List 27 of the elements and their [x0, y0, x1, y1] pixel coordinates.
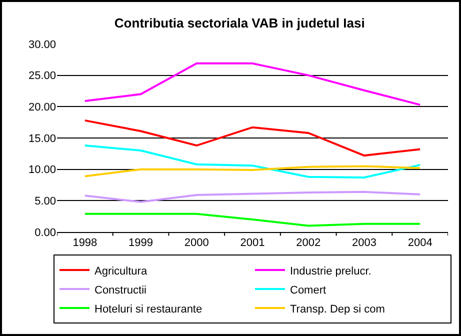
- line-series: [84, 119, 422, 157]
- line-series: [84, 190, 422, 203]
- x-tick-label: 2004: [408, 237, 432, 250]
- y-tick-label: 15.00: [28, 132, 56, 145]
- x-tick-label: 2001: [240, 237, 265, 250]
- line-series: [84, 144, 422, 178]
- y-tick-label: 25.00: [28, 70, 56, 82]
- line-series: [84, 62, 422, 106]
- legend-label: Constructii: [94, 284, 146, 296]
- y-tick-label: 5.00: [34, 196, 56, 208]
- legend-label: Industrie prelucr.: [290, 265, 372, 278]
- legend-label: Comert: [290, 284, 326, 296]
- x-tick-label: 2000: [184, 237, 209, 250]
- chart-title: Contributia sectoriala VAB in judetul Iasi: [114, 16, 365, 31]
- y-tick-label: 20.00: [28, 102, 56, 114]
- line-series: [84, 212, 422, 227]
- x-tick-label: 1999: [128, 237, 154, 250]
- legend-label: Transp. Dep si com: [290, 303, 385, 316]
- y-tick-label: 0.00: [34, 226, 56, 239]
- x-tick-label: 1998: [72, 237, 98, 250]
- line-series: [84, 165, 422, 178]
- y-tick-label: 10.00: [28, 164, 56, 176]
- x-tick-label: 2002: [296, 237, 321, 250]
- legend-label: Agricultura: [94, 265, 148, 278]
- legend-label: Hoteluri si restaurante: [94, 303, 202, 316]
- x-tick-label: 2003: [352, 237, 376, 250]
- y-tick-label: 30.00: [28, 38, 56, 51]
